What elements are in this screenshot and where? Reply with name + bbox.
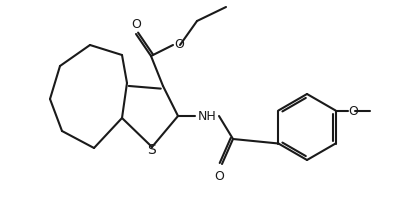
- Text: O: O: [349, 104, 358, 117]
- Text: NH: NH: [198, 110, 216, 123]
- Text: O: O: [174, 38, 184, 51]
- Text: S: S: [148, 142, 156, 156]
- Text: O: O: [131, 18, 141, 31]
- Text: O: O: [214, 169, 224, 182]
